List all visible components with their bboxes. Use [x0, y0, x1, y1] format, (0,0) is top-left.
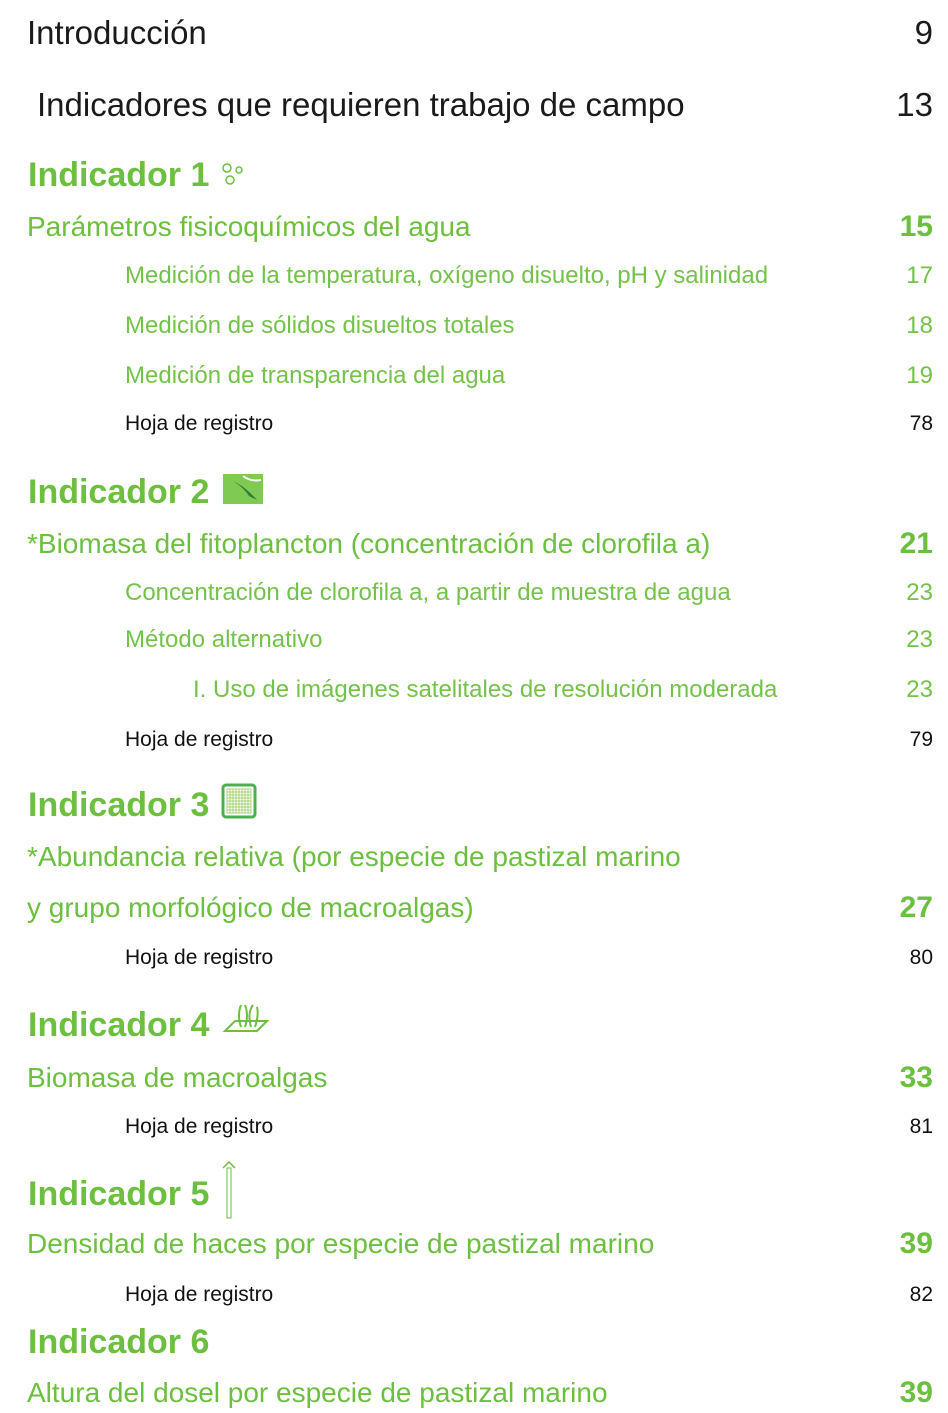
- indicator-icon: [221, 1160, 237, 1229]
- indicator-icon: [221, 783, 257, 828]
- sub-entry-page: 23: [906, 626, 933, 654]
- main-entry-page: 27: [900, 891, 933, 925]
- record-entry: Hoja de registro 80: [125, 938, 933, 978]
- fieldwork-page: 13: [896, 86, 933, 124]
- fieldwork: Indicadores que requieren trabajo de cam…: [37, 85, 933, 125]
- sub-entry: Medición de la temperatura, oxígeno disu…: [125, 256, 933, 296]
- main-entry-page: 39: [900, 1376, 933, 1410]
- sub-sub-entry: I. Uso de imágenes satelitales de resolu…: [193, 670, 933, 710]
- main-entry-title: Biomasa de macroalgas: [27, 1062, 327, 1094]
- indicator-heading-title: Indicador 1: [28, 156, 209, 195]
- sub-entry-page: 23: [906, 579, 933, 607]
- indicator-icon: [221, 470, 265, 515]
- intro-page: 9: [915, 14, 933, 52]
- main-entry: Altura del dosel por especie de pastizal…: [27, 1373, 933, 1413]
- sub-entry-title: Medición de sólidos disueltos totales: [125, 312, 515, 340]
- main-entry: Parámetros fisicoquímicos del agua 15: [27, 207, 933, 247]
- sub-entry-title: Método alternativo: [125, 626, 322, 654]
- main-entry-title: *Abundancia relativa (por especie de pas…: [27, 841, 681, 873]
- main-entry-page: 33: [900, 1061, 933, 1095]
- main-entry-title: *Biomasa del fitoplancton (concentración…: [27, 528, 710, 560]
- record-entry-page: 79: [910, 728, 933, 752]
- sub-sub-entry-title: I. Uso de imágenes satelitales de resolu…: [193, 676, 777, 704]
- record-entry-title: Hoja de registro: [125, 728, 273, 752]
- sub-entry: Concentración de clorofila a, a partir d…: [125, 573, 933, 613]
- main-entry: *Abundancia relativa (por especie de pas…: [27, 837, 933, 877]
- record-entry: Hoja de registro 82: [125, 1275, 933, 1315]
- fieldwork-title: Indicadores que requieren trabajo de cam…: [37, 86, 685, 124]
- indicator-heading-title: Indicador 2: [28, 473, 209, 512]
- main-entry-title: Altura del dosel por especie de pastizal…: [27, 1377, 608, 1409]
- record-entry-title: Hoja de registro: [125, 1283, 273, 1307]
- main-entry: *Biomasa del fitoplancton (concentración…: [27, 524, 933, 564]
- indicator-heading: Indicador 4: [28, 1005, 271, 1045]
- indicator-heading-title: Indicador 5: [28, 1175, 209, 1214]
- indicator-heading-title: Indicador 4: [28, 1006, 209, 1045]
- sub-entry-page: 17: [906, 262, 933, 290]
- main-entry-page: 21: [900, 527, 933, 561]
- record-entry-title: Hoja de registro: [125, 1115, 273, 1139]
- main-entry-title: Parámetros fisicoquímicos del agua: [27, 211, 471, 243]
- main-entry-title: y grupo morfológico de macroalgas): [27, 892, 474, 924]
- indicator-heading: Indicador 3: [28, 785, 257, 825]
- sub-sub-entry-page: 23: [906, 676, 933, 704]
- indicator-icon: [221, 1001, 271, 1050]
- record-entry-page: 78: [910, 412, 933, 436]
- sub-entry: Medición de sólidos disueltos totales 18: [125, 306, 933, 346]
- indicator-heading-title: Indicador 3: [28, 786, 209, 825]
- sub-entry-title: Concentración de clorofila a, a partir d…: [125, 579, 731, 607]
- record-entry: Hoja de registro 81: [125, 1107, 933, 1147]
- sub-entry-title: Medición de la temperatura, oxígeno disu…: [125, 262, 768, 290]
- record-entry-page: 81: [910, 1115, 933, 1139]
- intro-title: Introducción: [27, 14, 207, 52]
- record-entry: Hoja de registro 78: [125, 404, 933, 444]
- indicator-heading: Indicador 5: [28, 1174, 237, 1214]
- indicator-icon: [221, 156, 245, 195]
- main-entry-page: 15: [900, 210, 933, 244]
- sub-entry-title: Medición de transparencia del agua: [125, 362, 505, 390]
- sub-entry: Método alternativo 23: [125, 620, 933, 660]
- toc-page: Introducción 9 Indicadores que requieren t…: [0, 0, 948, 1410]
- main-entry: Biomasa de macroalgas 33: [27, 1058, 933, 1098]
- record-entry-title: Hoja de registro: [125, 412, 273, 436]
- record-entry-page: 80: [910, 946, 933, 970]
- sub-entry-page: 19: [906, 362, 933, 390]
- record-entry-title: Hoja de registro: [125, 946, 273, 970]
- main-entry-title: Densidad de haces por especie de pastiza…: [27, 1228, 654, 1260]
- indicator-heading: Indicador 6: [28, 1322, 209, 1362]
- indicator-heading: Indicador 1: [28, 155, 245, 195]
- record-entry: Hoja de registro 79: [125, 720, 933, 760]
- main-entry: y grupo morfológico de macroalgas) 27: [27, 888, 933, 928]
- sub-entry: Medición de transparencia del agua 19: [125, 356, 933, 396]
- indicator-heading: Indicador 2: [28, 472, 265, 512]
- indicator-heading-title: Indicador 6: [28, 1323, 209, 1362]
- main-entry: Densidad de haces por especie de pastiza…: [27, 1224, 933, 1264]
- main-entry-page: 39: [900, 1227, 933, 1261]
- sub-entry-page: 18: [906, 312, 933, 340]
- intro: Introducción 9: [27, 13, 933, 53]
- record-entry-page: 82: [910, 1283, 933, 1307]
